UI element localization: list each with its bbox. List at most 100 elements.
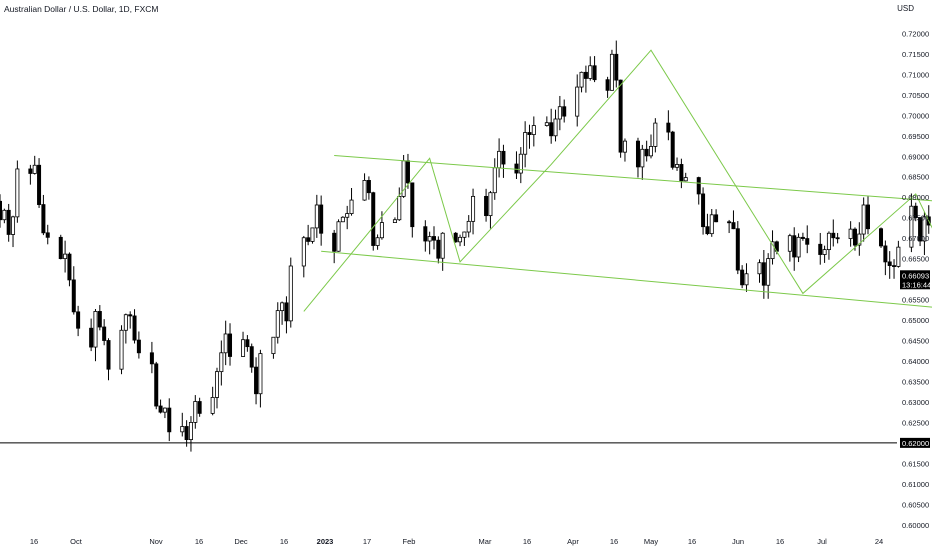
x-tick-label: 16 [280,537,288,546]
candle [683,172,688,182]
candle [258,349,263,408]
candle [488,190,493,229]
candle [800,232,805,241]
candle [184,420,189,447]
candle [11,215,16,248]
candle [440,232,445,271]
candle [523,121,528,168]
candle [76,305,81,337]
candle [562,99,567,123]
candle [410,182,415,238]
candle [553,109,558,142]
candle [670,130,675,170]
upper-channel-trendline[interactable] [334,154,932,209]
candle [622,138,627,162]
x-tick-label: Apr [567,537,579,546]
candle [349,187,354,216]
x-tick-label: 16 [610,537,618,546]
candle [527,124,532,149]
y-tick-label: 0.68000 [902,193,929,202]
candle [188,416,193,452]
candle [913,202,918,222]
candle [909,193,914,253]
candle [892,259,897,279]
candle [466,215,471,238]
candle [249,343,254,373]
y-tick-label: 0.67500 [902,214,929,223]
candle [714,209,719,223]
candle [497,138,502,178]
candle [575,74,580,127]
candle [787,233,792,262]
y-tick-label: 0.71500 [902,50,929,59]
candle [740,265,745,289]
candle [852,227,857,251]
candle [89,318,94,352]
candle [284,296,289,334]
candle [675,157,680,171]
candle [41,194,46,236]
svg-text:13:16:44: 13:16:44 [902,280,931,289]
candle [666,110,671,141]
candle [696,176,701,205]
candle [340,216,345,223]
candle [857,222,862,256]
candle [306,224,311,246]
y-tick-label: 0.71000 [902,70,929,79]
x-tick-label: Jun [732,537,744,546]
candle [245,335,250,352]
x-tick-label: 16 [776,537,784,546]
candle [579,71,584,93]
candle [102,319,107,346]
candle [15,160,20,223]
candle [6,203,11,242]
y-tick-label: 0.62500 [902,418,929,427]
candle [431,226,436,250]
candles [0,40,931,452]
y-tick-label: 0.70500 [902,91,929,100]
x-tick-label: Feb [403,537,416,546]
candle [271,336,276,359]
candle [45,224,50,245]
candle [28,164,33,185]
candle [605,76,610,98]
x-tick-label: Nov [149,537,163,546]
y-tick-label: 0.67000 [902,234,929,243]
candle [635,137,640,178]
candle [167,398,172,442]
candle [149,341,154,374]
candle [427,231,432,255]
candle [254,357,259,405]
candle [592,56,597,83]
candle [557,95,562,131]
candle [701,187,706,235]
candle [223,320,228,366]
candle [219,340,224,386]
candle [280,301,285,325]
candle [392,217,397,223]
candle [766,253,771,299]
candle [371,191,376,251]
y-tick-label: 0.61000 [902,480,929,489]
lower-channel-trendline[interactable] [321,250,932,317]
candle [644,140,649,162]
y-tick-label: 0.65000 [902,316,929,325]
level-price-label: 0.62000 [900,437,930,448]
candle [805,225,810,254]
path-trendline[interactable] [303,49,932,445]
candle [588,56,593,81]
candle [757,259,762,283]
y-tick-label: 0.64500 [902,337,929,346]
x-tick-label: May [644,537,658,546]
candle [826,231,831,260]
y-tick-label: 0.63000 [902,398,929,407]
x-tick-label: Dec [234,537,248,546]
candle [154,361,159,410]
y-tick-label: 0.63500 [902,377,929,386]
candle [818,232,823,265]
candle [310,227,315,244]
candle [58,234,63,260]
candle [362,173,367,201]
